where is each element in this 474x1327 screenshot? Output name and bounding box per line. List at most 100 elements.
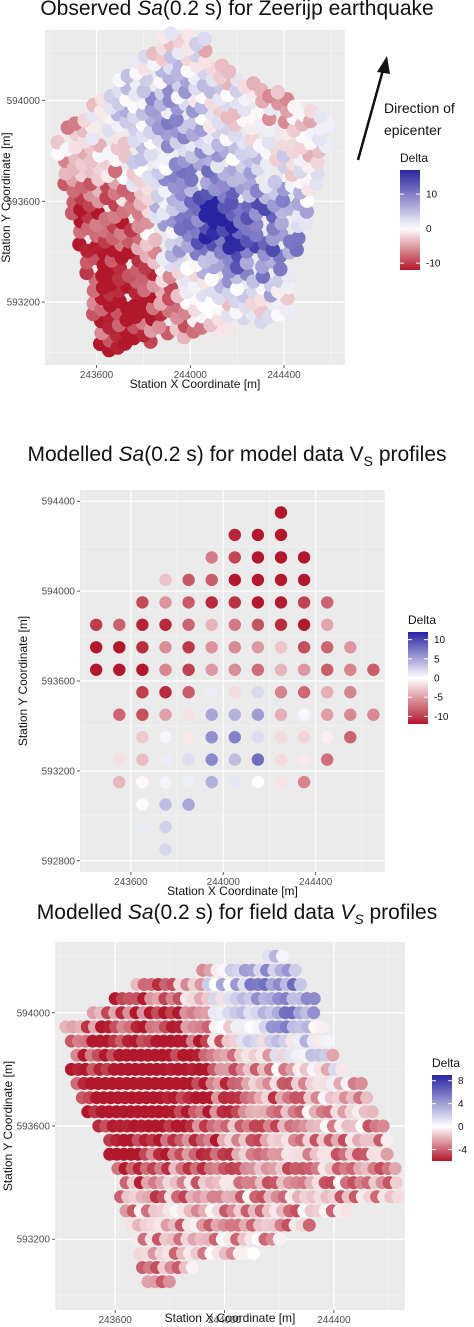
stations: [50, 26, 336, 358]
station-point: [297, 663, 311, 676]
station-point: [391, 1190, 405, 1204]
y-axis-label: Station Y Coordinate [m]: [0, 132, 13, 262]
legend-colorbar: [400, 170, 420, 270]
station-point: [228, 641, 241, 654]
station-point: [159, 798, 172, 811]
station-point: [182, 731, 195, 744]
station-point: [205, 618, 218, 631]
station-point: [367, 663, 380, 676]
x-tick-label: 243600: [114, 877, 148, 888]
legend-tick-label: -5: [434, 693, 443, 704]
station-point: [321, 753, 334, 766]
legend-tick-label: 0: [434, 674, 440, 685]
station-point: [326, 1048, 340, 1062]
direction-arrow-head: [377, 56, 390, 74]
legend-title: Delta: [432, 1056, 460, 1070]
station-point: [113, 663, 126, 676]
station-point: [227, 128, 243, 143]
station-point: [311, 132, 327, 147]
x-tick-label: 244400: [267, 370, 301, 381]
legend-colorbar: [408, 632, 428, 724]
station-point: [365, 1105, 379, 1119]
station-point: [274, 753, 288, 766]
station-point: [159, 731, 172, 744]
station-point: [367, 708, 380, 721]
x-tick-label: 244000: [174, 370, 208, 381]
station-point: [159, 843, 172, 856]
station-point: [251, 663, 265, 676]
station-point: [274, 708, 288, 721]
station-point: [228, 618, 241, 631]
station-point: [251, 731, 265, 744]
station-point: [344, 731, 357, 744]
station-point: [159, 641, 172, 654]
station-point: [205, 596, 218, 609]
station-point: [159, 663, 172, 676]
station-point: [159, 596, 172, 609]
station-point: [236, 102, 252, 117]
station-point: [184, 172, 199, 187]
station-point: [182, 686, 195, 699]
station-point: [113, 641, 126, 654]
station-point: [274, 731, 288, 744]
scatter-chart-field-data: 243600 244000 244400 593200 593600 594000 Stat…: [1, 942, 467, 1326]
station-point: [205, 551, 218, 564]
direction-arrow-shaft: [356, 69, 385, 161]
station-point: [344, 708, 357, 721]
station-point: [205, 641, 218, 654]
station-point: [297, 686, 311, 699]
station-point: [267, 175, 282, 190]
station-point: [389, 1176, 403, 1190]
scatter-chart-observed: 243600 244000 244400 593200 593600 594000 Stat…: [0, 26, 455, 391]
station-point: [344, 641, 357, 654]
station-point: [297, 753, 311, 766]
y-tick-label: 594000: [42, 587, 76, 598]
y-tick-label: 593600: [42, 677, 76, 688]
annotation-line2: epicenter: [384, 122, 442, 138]
station-point: [274, 775, 288, 789]
station-point: [344, 663, 357, 676]
chart-title: Modelled Sa(0.2 s) for field data VS pro…: [36, 901, 438, 928]
station-point: [162, 1275, 176, 1289]
station-point: [136, 820, 149, 834]
legend-tick-label: 10: [426, 190, 438, 201]
legend-tick-label: -4: [458, 1145, 467, 1156]
panel-observed: Observed Sa(0.2 s) for Zeerijp earthquak…: [0, 0, 474, 412]
x-tick-label: 244000: [207, 877, 241, 888]
station-point: [113, 775, 126, 789]
y-axis-label: Station Y Coordinate [m]: [1, 1061, 15, 1191]
station-point: [113, 708, 126, 721]
station-point: [315, 1020, 329, 1034]
station-point: [313, 109, 328, 124]
station-point: [205, 708, 218, 721]
x-tick-label: 244400: [299, 877, 333, 888]
station-point: [228, 573, 241, 587]
station-point: [79, 265, 94, 281]
station-point: [249, 227, 264, 243]
y-tick-label: 593600: [7, 197, 41, 208]
station-point: [90, 663, 103, 676]
station-point: [182, 708, 195, 721]
station-point: [275, 193, 290, 208]
station-point: [321, 618, 334, 631]
station-point: [251, 708, 265, 721]
station-point: [169, 112, 184, 128]
station-point: [274, 506, 288, 519]
station-point: [136, 731, 149, 744]
station-point: [136, 753, 149, 766]
legend-title: Delta: [408, 613, 436, 627]
y-axis-label: Station Y Coordinate [m]: [16, 616, 30, 746]
station-point: [274, 596, 288, 609]
station-point: [297, 708, 311, 721]
station-point: [321, 596, 334, 609]
station-point: [287, 99, 302, 115]
y-tick-label: 594000: [7, 96, 41, 107]
station-point: [251, 596, 265, 609]
legend-tick-label: 4: [458, 1099, 464, 1110]
legend-tick-label: -10: [434, 712, 449, 723]
x-axis-label: Station X Coordinate [m]: [167, 884, 298, 898]
station-point: [143, 147, 158, 162]
legend-tick-label: 8: [458, 1076, 464, 1087]
station-point: [321, 731, 334, 744]
station-point: [335, 1062, 349, 1076]
